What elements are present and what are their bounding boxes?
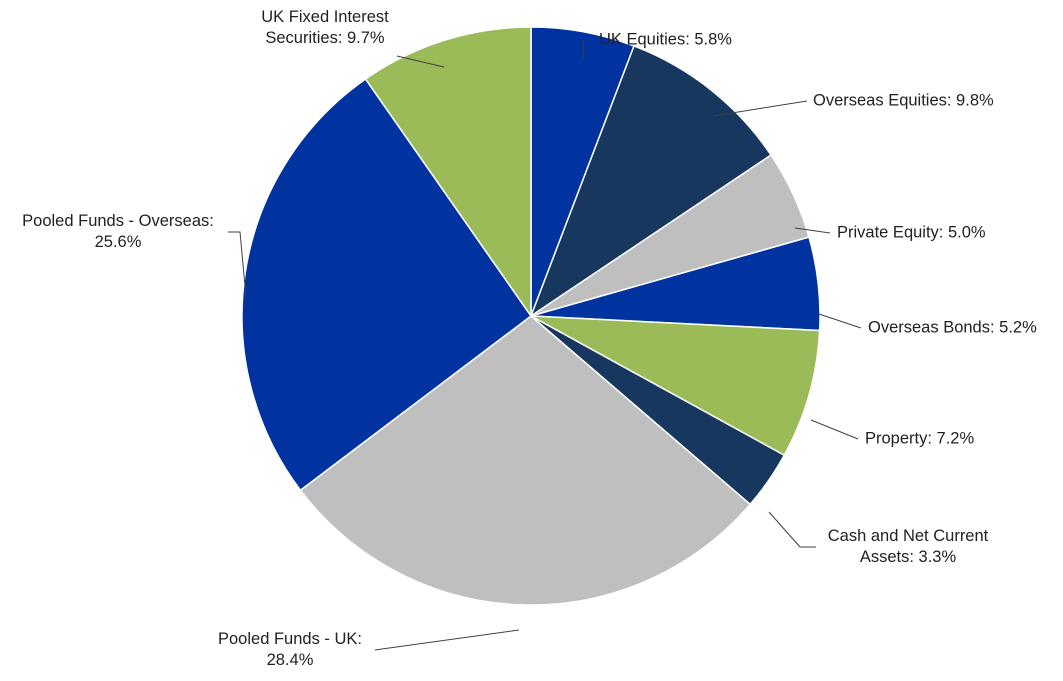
pie-slice-pooled-funds-uk <box>299 315 751 606</box>
pie-slices <box>241 26 821 606</box>
leader-line-pooled-funds-overseas <box>228 231 247 298</box>
data-label-pooled-funds-uk-line-1: Pooled Funds - UK: <box>218 630 362 648</box>
data-label-pooled-funds-overseas-line-1: Pooled Funds - Overseas: <box>22 212 214 230</box>
pie-slice-pooled-funds-overseas <box>241 78 532 491</box>
data-label-cash-and-net-current-assets-line-2: Assets: 3.3% <box>860 548 957 566</box>
data-label-property: Property: 7.2% <box>865 429 974 447</box>
data-labels: UK Equities: 5.8% Overseas Equities: 9.8%… <box>22 8 1037 669</box>
leader-line-cash-and-net-current-assets <box>768 511 816 548</box>
pie-slice-uk-fixed-interest-securities <box>364 26 532 317</box>
leader-lines <box>228 40 862 651</box>
leader-line-private-equity <box>794 227 831 234</box>
leader-line-uk-fixed-interest-securities <box>396 55 445 68</box>
data-label-overseas-bonds: Overseas Bonds: 5.2% <box>868 318 1037 336</box>
data-label-uk-fixed-interest-securities-line-1: UK Fixed Interest <box>261 8 389 26</box>
data-label-overseas-equities: Overseas Equities: 9.8% <box>813 91 994 109</box>
data-label-private-equity: Private Equity: 5.0% <box>837 223 986 241</box>
leader-line-overseas-bonds <box>818 313 862 329</box>
leader-line-overseas-equities <box>712 100 808 117</box>
leader-line-property <box>810 419 859 440</box>
data-label-uk-fixed-interest-securities-line-2: Securities: 9.7% <box>265 29 385 47</box>
pie-slice-overseas-equities <box>530 45 772 317</box>
data-label-cash-and-net-current-assets-line-1: Cash and Net Current <box>828 527 989 545</box>
leader-line-pooled-funds-uk <box>374 629 520 651</box>
pie-slice-property <box>530 315 821 456</box>
data-label-pooled-funds-overseas-line-2: 25.6% <box>95 233 142 251</box>
data-label-pooled-funds-uk-line-2: 28.4% <box>267 651 314 669</box>
data-label-uk-equities: UK Equities: 5.8% <box>599 30 732 48</box>
